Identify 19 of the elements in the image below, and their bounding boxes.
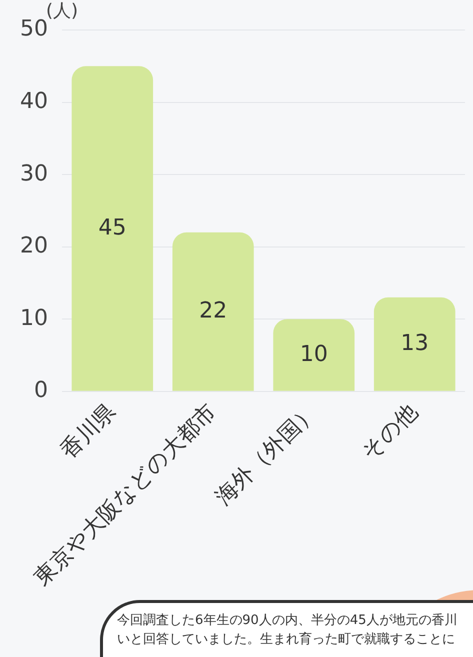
y-tick-label: 40 (20, 88, 48, 114)
y-tick-label: 20 (20, 234, 48, 259)
y-tick-label: 30 (20, 161, 48, 186)
y-tick-label: 10 (20, 306, 48, 331)
text: いと回答していました。生まれ育った町で就職することに (117, 630, 456, 649)
bar (172, 232, 254, 391)
bar (72, 66, 154, 391)
text: 今回調査した6年生の90人の内、半分の45人が地元の香川 (117, 612, 458, 630)
x-tick-label: その他 (357, 399, 423, 466)
y-tick-label: 50 (20, 16, 48, 42)
y-axis-title: (人) (46, 0, 78, 22)
data-label: 45 (98, 215, 126, 240)
data-label: 10 (300, 342, 328, 367)
x-tick-label: 香川県 (56, 399, 121, 464)
data-label: 22 (199, 298, 228, 324)
y-tick-label: 0 (34, 378, 48, 404)
data-label: 13 (400, 331, 429, 356)
bar (273, 319, 355, 391)
bar (374, 297, 456, 391)
